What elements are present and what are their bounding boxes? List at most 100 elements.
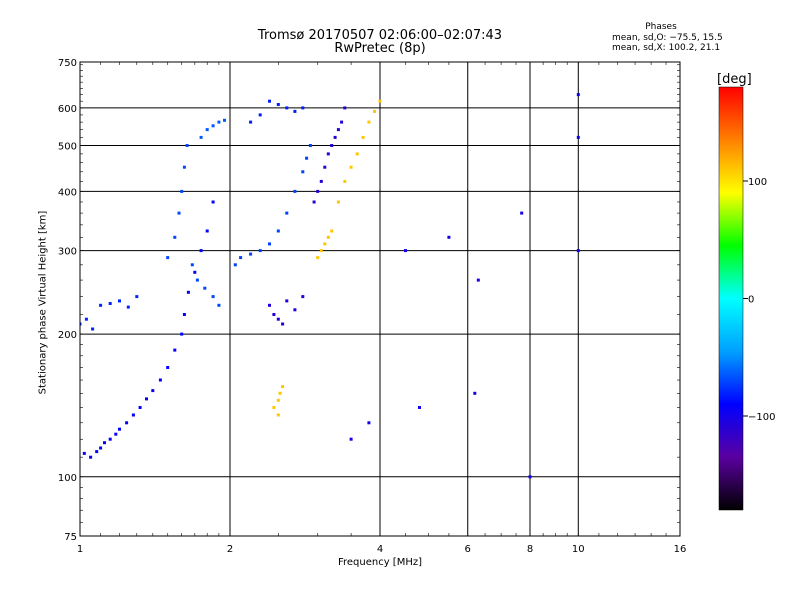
y-tick-label: 500 bbox=[58, 141, 77, 152]
data-point bbox=[84, 317, 88, 321]
data-point bbox=[223, 118, 226, 122]
data-point bbox=[173, 235, 177, 239]
data-point bbox=[326, 152, 330, 156]
data-point bbox=[145, 397, 148, 401]
data-point bbox=[378, 99, 382, 103]
data-point bbox=[476, 278, 480, 282]
data-point bbox=[355, 152, 359, 156]
data-point bbox=[361, 135, 365, 139]
data-point bbox=[349, 165, 353, 169]
colorbar-tick-label: 100 bbox=[748, 177, 767, 188]
data-point bbox=[199, 249, 203, 253]
y-axis-ticks: 75 100 200 300 400 500 600 750 bbox=[58, 58, 680, 543]
x-tick-label: 2 bbox=[227, 544, 233, 555]
data-point bbox=[205, 128, 209, 132]
chart-title: Tromsø 20170507 02:06:00–02:07:43 bbox=[257, 28, 503, 43]
data-point bbox=[285, 299, 289, 303]
data-point bbox=[180, 189, 184, 193]
data-point bbox=[301, 295, 305, 299]
data-point bbox=[211, 124, 215, 128]
data-point bbox=[103, 441, 106, 445]
grid-lines bbox=[80, 62, 680, 536]
data-point bbox=[272, 313, 276, 316]
data-point bbox=[158, 378, 162, 382]
data-point bbox=[301, 170, 305, 174]
x-tick-label: 10 bbox=[572, 544, 585, 555]
data-point bbox=[312, 200, 316, 204]
data-point bbox=[166, 366, 170, 369]
data-point bbox=[118, 299, 121, 303]
data-point bbox=[126, 305, 130, 309]
data-point bbox=[528, 475, 532, 479]
data-point bbox=[114, 432, 118, 436]
phase-stats-x-mode: mean, sd,X: 100.2, 21.1 bbox=[612, 43, 721, 53]
data-point bbox=[343, 106, 347, 110]
data-point bbox=[91, 327, 95, 331]
data-point bbox=[319, 249, 323, 253]
data-point bbox=[276, 103, 280, 106]
data-point bbox=[177, 211, 181, 215]
data-point bbox=[281, 385, 285, 389]
data-point bbox=[367, 421, 371, 425]
data-point bbox=[249, 252, 253, 256]
data-point bbox=[217, 303, 221, 307]
colorbar-unit-label: [deg] bbox=[717, 72, 752, 87]
data-point bbox=[118, 427, 121, 431]
data-point bbox=[185, 144, 189, 147]
data-point bbox=[258, 249, 262, 253]
data-point bbox=[182, 313, 186, 316]
data-point bbox=[373, 109, 376, 113]
data-point bbox=[151, 389, 155, 393]
data-point bbox=[276, 398, 280, 402]
data-point bbox=[276, 317, 280, 321]
data-point bbox=[301, 106, 305, 110]
data-point bbox=[268, 242, 271, 246]
data-point bbox=[239, 256, 243, 260]
x-axis-ticks: 1 2 4 6 8 10 16 bbox=[77, 62, 687, 555]
data-point bbox=[190, 263, 194, 267]
data-point bbox=[211, 295, 215, 299]
data-point bbox=[293, 189, 297, 193]
data-point bbox=[576, 135, 580, 139]
data-point bbox=[180, 332, 184, 336]
data-point bbox=[95, 450, 99, 454]
data-points bbox=[80, 93, 580, 479]
chart-subtitle: RwPretec (8p) bbox=[334, 41, 426, 56]
data-point bbox=[166, 256, 170, 260]
y-tick-label: 300 bbox=[58, 247, 77, 258]
data-point bbox=[323, 165, 327, 169]
data-point bbox=[173, 348, 177, 352]
y-tick-label: 100 bbox=[58, 473, 77, 484]
phase-stats-o-mode: mean, sd,O: −75.5, 15.5 bbox=[612, 33, 723, 43]
colorbar bbox=[718, 86, 744, 511]
data-point bbox=[336, 128, 340, 132]
data-point bbox=[576, 93, 580, 97]
colorbar-ticks: 100 0 −100 bbox=[743, 177, 775, 423]
data-point bbox=[323, 242, 327, 246]
data-point bbox=[82, 451, 86, 455]
data-point bbox=[308, 144, 312, 147]
y-tick-label: 200 bbox=[58, 330, 77, 341]
data-point bbox=[281, 322, 285, 326]
data-point bbox=[285, 106, 289, 110]
data-point bbox=[330, 144, 334, 147]
data-point bbox=[333, 135, 337, 139]
data-point bbox=[108, 302, 112, 305]
x-tick-label: 16 bbox=[674, 544, 687, 555]
data-point bbox=[99, 303, 103, 307]
y-tick-label: 750 bbox=[58, 58, 77, 69]
x-axis-label: Frequency [MHz] bbox=[337, 557, 423, 568]
y-tick-label: 600 bbox=[58, 104, 77, 115]
data-point bbox=[340, 120, 344, 124]
data-point bbox=[138, 406, 142, 409]
data-point bbox=[272, 406, 276, 409]
data-point bbox=[319, 179, 323, 183]
colorbar-tick-label: 0 bbox=[748, 295, 754, 306]
data-point bbox=[520, 211, 524, 215]
data-point bbox=[199, 135, 203, 139]
x-tick-label: 6 bbox=[465, 544, 471, 555]
phase-stats-heading: Phases bbox=[645, 22, 677, 32]
data-point bbox=[217, 120, 221, 124]
data-point bbox=[285, 211, 289, 215]
y-tick-label: 400 bbox=[58, 187, 77, 198]
